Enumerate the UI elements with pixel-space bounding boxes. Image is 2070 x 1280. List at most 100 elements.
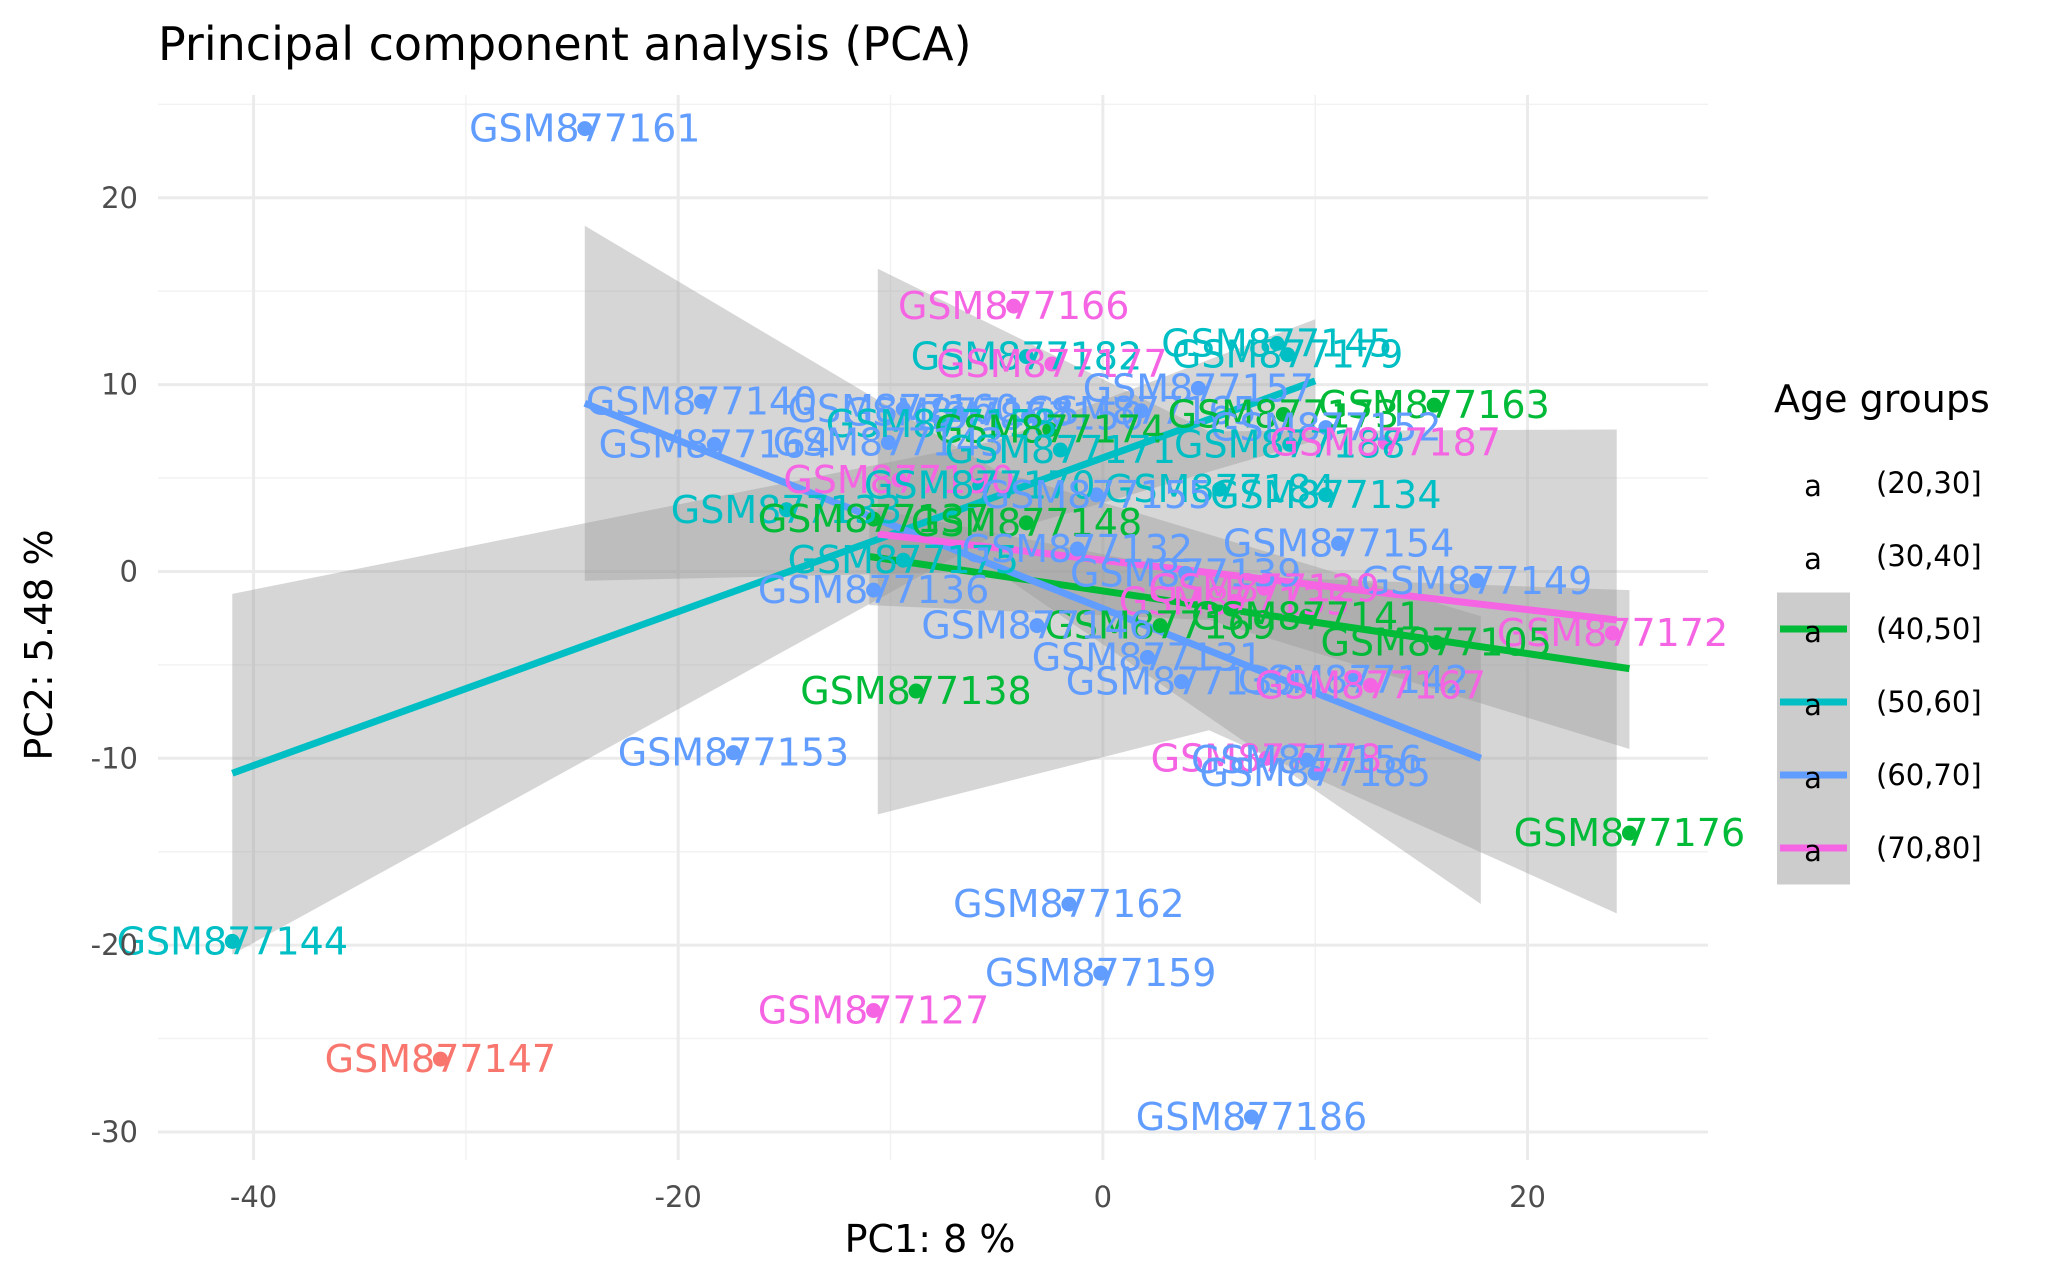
point-label: GSM877190 (783, 458, 1014, 502)
x-tick-label: 20 (1509, 1180, 1546, 1214)
x-tick-label: -40 (230, 1180, 277, 1214)
scatter-point (1178, 565, 1194, 581)
x-axis-ticks: -40 -20 0 20 (230, 1180, 1546, 1214)
point-label: GSM877176 (1514, 811, 1745, 855)
regression-line (877, 530, 1618, 624)
scatter-point (1018, 515, 1034, 531)
chart-title: Principal component analysis (PCA) (158, 17, 972, 71)
point-label: GSM877168 (843, 391, 1074, 435)
scatter-point (1256, 580, 1272, 596)
scatter-point (895, 401, 911, 417)
point-label: GSM877179 (1172, 333, 1403, 377)
point-label: GSM877154 (1223, 521, 1454, 565)
point-label: GSM877188 (1174, 422, 1405, 466)
point-label: GSM877173 (1168, 393, 1399, 437)
point-label: GSM877147 (325, 1037, 556, 1081)
scatter-point (1318, 420, 1334, 436)
scatter-point (1243, 1109, 1259, 1125)
point-label: GSM877127 (758, 989, 989, 1033)
point-label: GSM877150 (913, 394, 1144, 438)
legend-entry-label: (30,40] (1876, 539, 1982, 573)
point-label: GSM877185 (1199, 751, 1430, 795)
scatter-point (1604, 625, 1620, 641)
point-label: GSM877164 (599, 422, 830, 466)
point-label: GSM877170 (864, 464, 1095, 508)
scatter-point (1426, 397, 1442, 413)
point-label: GSM877172 (1497, 611, 1728, 655)
major-gridlines (158, 95, 1708, 1160)
scatter-point (778, 502, 794, 518)
point-label: GSM877163 (1318, 383, 1549, 427)
scatter-point (1139, 649, 1155, 665)
scatter-point (1275, 407, 1291, 422)
scatter-point (1318, 487, 1334, 503)
legend-text-key: a (1804, 469, 1822, 503)
point-label: GSM877175 (788, 538, 1019, 582)
x-axis-title: PC1: 8 % (845, 1217, 1016, 1261)
point-label: GSM877143 (773, 421, 1004, 465)
y-tick-label: -30 (91, 1115, 138, 1149)
scatter-point (1061, 896, 1077, 912)
scatter-point (1345, 672, 1361, 688)
y-tick-label: -10 (91, 741, 138, 775)
legend-text-key: a (1804, 834, 1822, 868)
scatter-point (866, 1003, 882, 1019)
x-tick-label: -20 (655, 1180, 702, 1214)
scatter-point (1428, 634, 1444, 650)
point-label: GSM877144 (117, 919, 348, 963)
regression-line (868, 553, 1630, 673)
point-label: GSM877142 (1238, 658, 1469, 702)
point-label: GSM877146 (921, 604, 1152, 648)
scatter-point (1282, 436, 1298, 452)
confidence-band (877, 268, 1617, 914)
legend-text-key: a (1804, 761, 1822, 795)
point-label: GSM877177 (936, 342, 1167, 386)
regression-line (583, 400, 1483, 762)
point-label: GSM877158 (826, 402, 1057, 446)
legend-text-key: a (1804, 615, 1822, 649)
scatter-point (432, 1051, 448, 1067)
legend: Age groups a (20,30] a (30,40] a (40,50] a (50,… (1774, 377, 1990, 885)
point-label: GSM877141 (1191, 594, 1422, 638)
confidence-band (869, 507, 1630, 749)
x-tick-label: 0 (1094, 1180, 1112, 1214)
scatter-point (725, 745, 741, 761)
regression-line (231, 377, 1317, 777)
scatter-point (880, 435, 896, 451)
point-label: GSM877134 (1210, 473, 1441, 517)
point-label: GSM877186 (1136, 1095, 1367, 1139)
point-label: GSM877138 (800, 669, 1031, 713)
point-label: GSM877137 (758, 497, 989, 541)
point-labels: GSM877161GSM877166GSM877145GSM877179GSM8… (117, 107, 1746, 1139)
point-label: GSM877152 (1210, 406, 1441, 450)
scatter-point (1299, 608, 1315, 624)
point-label: GSM877129 (1149, 566, 1380, 610)
point-label: GSM877174 (934, 407, 1165, 451)
scatter-point (866, 511, 882, 527)
scatter-point (1093, 965, 1109, 981)
scatter-point (224, 933, 240, 949)
regression-lines (231, 377, 1630, 777)
scatter-point (1021, 408, 1037, 424)
point-label: GSM877166 (898, 284, 1129, 328)
y-axis-title: PC2: 5.48 % (17, 529, 61, 760)
scatter-point (1307, 765, 1323, 781)
scatter-point (1152, 618, 1168, 634)
legend-band-swatch (1777, 592, 1850, 885)
point-label: GSM877182 (911, 335, 1142, 379)
confidence-band (584, 225, 1481, 905)
scatter-point (950, 405, 966, 421)
scatter-point (1069, 541, 1085, 557)
scatter-point (1362, 677, 1378, 693)
point-label: GSM877159 (985, 951, 1216, 995)
point-label: GSM877160 (788, 387, 1019, 431)
point-label: GSM877171 (945, 428, 1176, 472)
point-label: GSM877132 (962, 527, 1193, 571)
point-label: GSM877140 (586, 379, 817, 423)
scatter-point (908, 683, 924, 699)
scatter-point (1269, 336, 1285, 351)
scatter-point (1133, 403, 1149, 419)
scatter-point (1173, 674, 1189, 690)
scatter-point (1088, 487, 1104, 503)
